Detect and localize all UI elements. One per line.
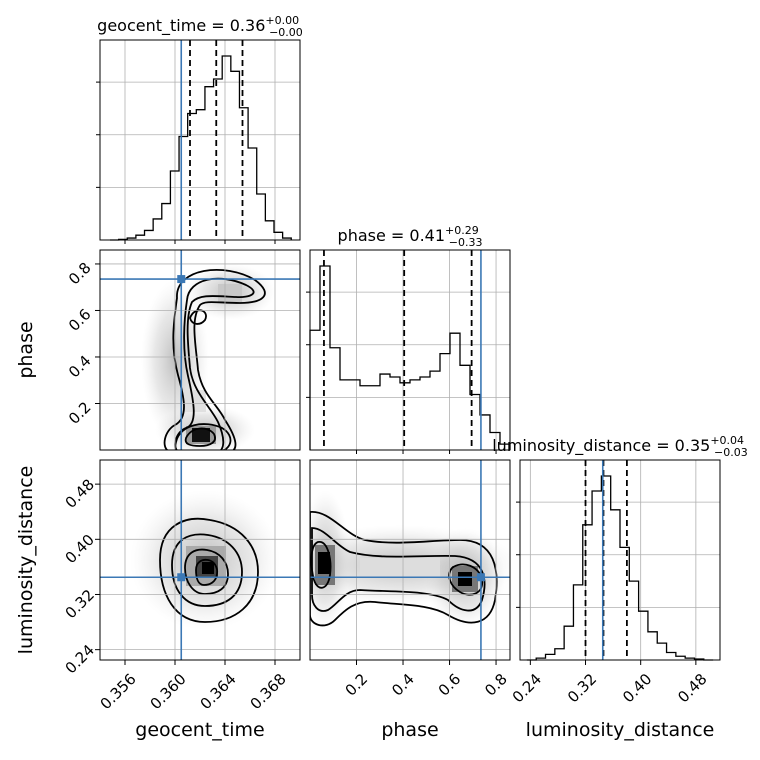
title-minus: −0.00: [269, 26, 303, 39]
y-axis-label-luminosity_distance: luminosity_distance: [15, 466, 37, 655]
x-axis-label-phase: phase: [381, 719, 438, 741]
y-tick-label-luminosity_distance: 0.48: [62, 476, 98, 512]
panel-frame: [99, 39, 301, 241]
title-minus: −0.03: [714, 446, 748, 459]
histogram-geocent_time: [110, 55, 292, 241]
x-axis-label-luminosity_distance: luminosity_distance: [526, 719, 715, 741]
panel-frame: [309, 459, 511, 661]
y-tick-label-phase: 0.4: [65, 352, 95, 382]
panel-frame: [309, 249, 511, 451]
y-tick-label-luminosity_distance: 0.24: [62, 641, 98, 677]
histogram-luminosity_distance: [526, 475, 714, 661]
y-tick-label-phase: 0.8: [65, 259, 95, 289]
panel-dist-vs-phase-cloud: [310, 490, 510, 630]
panel-title-text: geocent_time = 0.36+0.00 −0.00: [97, 14, 303, 39]
y-axis-label-phase: phase: [15, 321, 37, 378]
x-tick-label-geocent_time: 0.360: [147, 670, 190, 713]
x-tick-label-phase: 0.6: [435, 670, 465, 700]
y-tick-label-luminosity_distance: 0.32: [62, 586, 98, 622]
panel-frame: [99, 459, 301, 661]
truth-marker: [476, 573, 485, 582]
title-label: luminosity_distance = 0.35: [492, 436, 710, 456]
title-label: phase = 0.41: [338, 226, 445, 245]
x-tick-label-phase: 0.2: [342, 670, 372, 700]
truth-marker: [177, 573, 186, 582]
title-plus: +0.00: [265, 14, 299, 27]
panel-frame: [519, 459, 721, 661]
title-plus: +0.04: [710, 434, 744, 447]
x-tick-label-luminosity_distance: 0.40: [619, 670, 655, 706]
panel-title-phase: phase = 0.41+0.29 −0.33: [338, 224, 483, 249]
x-tick-label-geocent_time: 0.356: [97, 670, 140, 713]
title-label: geocent_time = 0.36: [97, 16, 265, 36]
y-tick-label-phase: 0.6: [65, 305, 95, 335]
panel-title-text: luminosity_distance = 0.35+0.04 −0.03: [492, 434, 748, 459]
x-tick-label-phase: 0.4: [388, 670, 418, 700]
x-tick-label-luminosity_distance: 0.32: [564, 670, 600, 706]
panel-title-geocent_time: geocent_time = 0.36+0.00 −0.00: [97, 14, 303, 39]
panel-phase-vs-geocent-cloud: [141, 264, 275, 450]
title-plus: +0.29: [445, 224, 479, 237]
histogram-phase: [309, 265, 511, 450]
x-tick-label-geocent_time: 0.368: [247, 670, 290, 713]
x-tick-label-geocent_time: 0.364: [197, 670, 240, 713]
x-tick-label-luminosity_distance: 0.48: [674, 670, 710, 706]
x-tick-label-phase: 0.8: [481, 670, 511, 700]
panel-frame: [99, 249, 301, 451]
y-tick-label-luminosity_distance: 0.40: [62, 531, 98, 567]
y-tick-label-phase: 0.2: [65, 398, 95, 428]
panel-title-luminosity_distance: luminosity_distance = 0.35+0.04 −0.03: [492, 434, 748, 459]
panel-dist-vs-geocent-cloud: [130, 490, 280, 630]
x-axis-label-geocent_time: geocent_time: [135, 719, 264, 741]
panel-title-text: phase = 0.41+0.29 −0.33: [338, 224, 483, 249]
x-tick-label-luminosity_distance: 0.24: [509, 670, 545, 706]
title-minus: −0.33: [449, 236, 483, 249]
truth-marker: [177, 275, 186, 284]
